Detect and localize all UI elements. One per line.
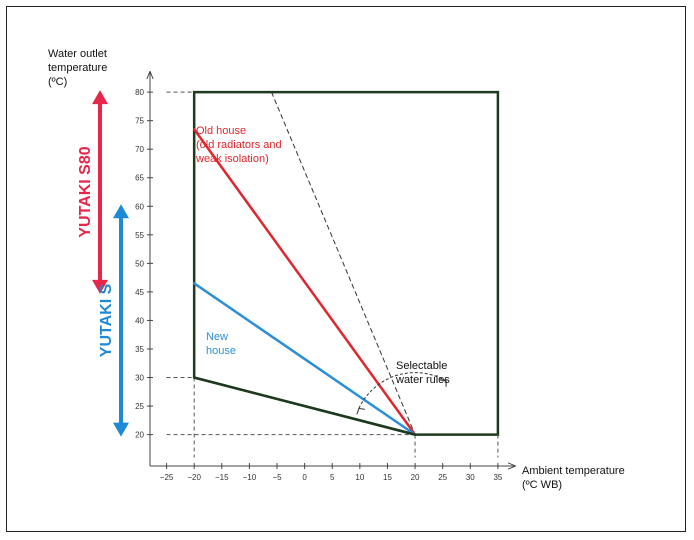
y-tick-label: 20 <box>135 431 144 440</box>
y-tick-label: 50 <box>135 259 144 268</box>
y-tick-label: 70 <box>135 145 144 154</box>
y-tick-label: 65 <box>135 174 144 183</box>
y-tick-label: 60 <box>135 202 144 211</box>
arc-arrowhead-start <box>356 407 365 415</box>
selectable-water-rules-label: water rules <box>395 374 450 386</box>
x-tick-label: 15 <box>383 473 392 482</box>
y-tick-label: 25 <box>135 402 144 411</box>
series-line-0 <box>192 127 417 436</box>
limit-line <box>271 91 416 435</box>
x-tick-label: 10 <box>355 473 364 482</box>
y-tick-label: 55 <box>135 231 144 240</box>
new-house-label: New <box>206 331 228 343</box>
y-axis-label: (ºC) <box>48 76 67 88</box>
old-house-label: weak isolation) <box>195 153 269 165</box>
x-tick-label: 25 <box>438 473 447 482</box>
x-tick-label: 0 <box>302 473 307 482</box>
y-tick-label: 75 <box>135 117 144 126</box>
range-arrow-1 <box>113 204 129 437</box>
y-axis-label: temperature <box>48 62 107 74</box>
x-tick-label: −5 <box>272 473 282 482</box>
x-tick-label: −25 <box>160 473 174 482</box>
old-house-label: (old radiators and <box>196 139 282 151</box>
y-tick-label: 30 <box>135 374 144 383</box>
range-arrow-0 <box>92 90 108 294</box>
y-tick-label: 80 <box>135 88 144 97</box>
x-axis-label: (ºC WB) <box>522 479 562 491</box>
selectable-water-rules-label: Selectable <box>396 360 447 372</box>
x-tick-label: 5 <box>330 473 335 482</box>
old-house-label: Old house <box>196 125 246 137</box>
new-house-label: house <box>206 345 236 357</box>
y-tick-label: 40 <box>135 316 144 325</box>
y-axis-label: Water outlet <box>48 48 107 60</box>
selectable-rules-arc <box>358 372 447 409</box>
x-tick-label: −15 <box>215 473 229 482</box>
x-tick-label: 20 <box>411 473 420 482</box>
series-line-1 <box>192 282 417 436</box>
x-tick-label: −10 <box>243 473 257 482</box>
x-axis-label: Ambient temperature <box>522 465 625 477</box>
x-tick-label: 35 <box>493 473 502 482</box>
range-arrow-label: YUTAKI S80 <box>77 146 94 237</box>
arc-arrowhead-end <box>439 379 447 387</box>
series-line-2 <box>192 376 417 436</box>
y-tick-label: 45 <box>135 288 144 297</box>
range-arrow-label: YUTAKI S <box>98 283 115 357</box>
x-tick-label: −20 <box>187 473 201 482</box>
y-tick-label: 35 <box>135 345 144 354</box>
x-tick-label: 30 <box>466 473 475 482</box>
